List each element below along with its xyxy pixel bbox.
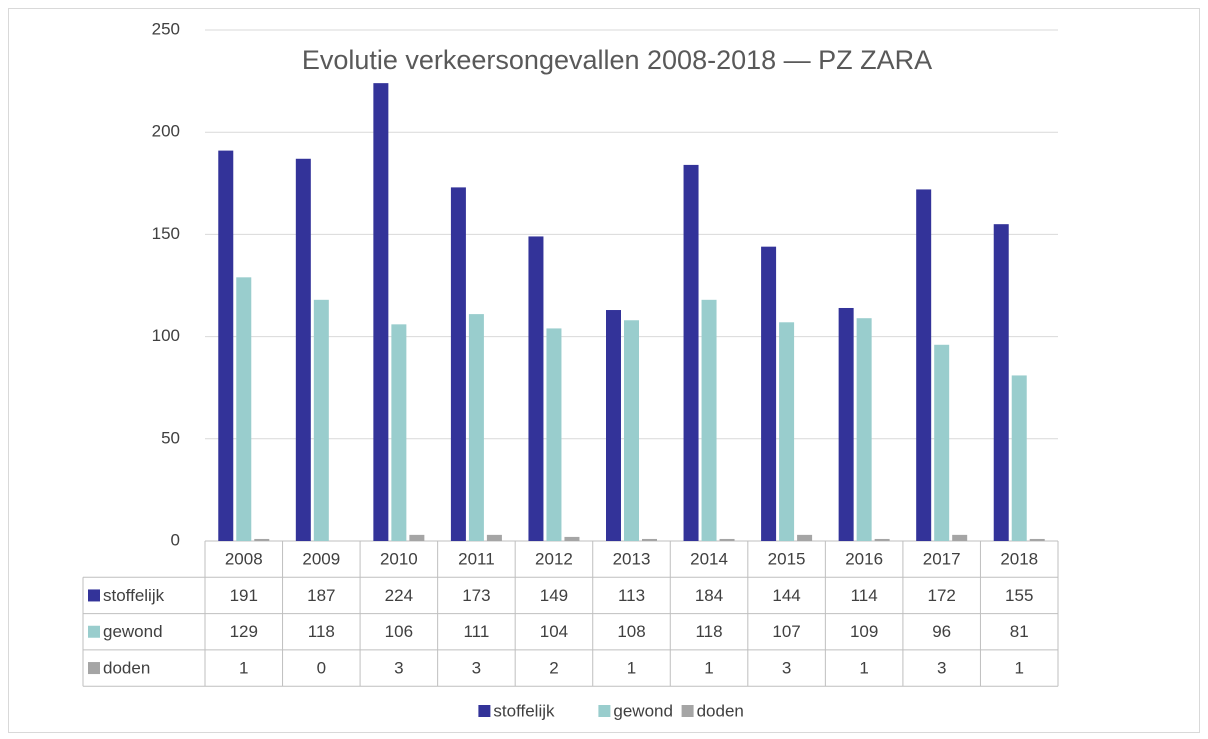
table-value: 3 xyxy=(782,659,791,678)
table-value: 1 xyxy=(704,659,713,678)
table-value: 3 xyxy=(937,659,946,678)
table-value: 0 xyxy=(317,659,326,678)
table-legend-key xyxy=(88,625,100,638)
table-value: 113 xyxy=(618,586,645,605)
table-row-label: stoffelijk xyxy=(103,586,165,605)
y-tick-label: 150 xyxy=(152,224,180,243)
table-value: 106 xyxy=(385,622,413,641)
table-value: 1 xyxy=(239,659,248,678)
bar xyxy=(761,246,777,541)
legend-label: stoffelijk xyxy=(493,701,555,720)
bar xyxy=(683,164,699,542)
x-tick-label: 2017 xyxy=(923,550,961,569)
x-tick-label: 2009 xyxy=(302,550,340,569)
y-tick-label: 200 xyxy=(152,122,180,141)
table-value: 111 xyxy=(463,622,489,641)
bar xyxy=(218,150,234,541)
legend-key xyxy=(478,705,491,717)
bar xyxy=(952,534,968,541)
bar xyxy=(313,299,329,541)
table-value: 173 xyxy=(462,586,490,605)
legend-key xyxy=(598,705,611,717)
bar xyxy=(450,187,466,541)
table-value: 118 xyxy=(695,622,722,641)
x-tick-label: 2016 xyxy=(845,550,883,569)
table-value: 3 xyxy=(472,659,481,678)
bar xyxy=(797,534,813,541)
x-tick-label: 2018 xyxy=(1000,550,1038,569)
table-legend-key xyxy=(88,589,100,602)
chart-title: Evolutie verkeersongevallen 2008-2018 — … xyxy=(302,45,932,75)
bar xyxy=(916,189,932,541)
table-value: 96 xyxy=(932,622,951,641)
bar xyxy=(564,536,580,541)
table-value: 114 xyxy=(851,586,878,605)
x-tick-label: 2010 xyxy=(380,550,418,569)
bar xyxy=(1029,538,1045,541)
table-value: 107 xyxy=(772,622,800,641)
table-row-label: gewond xyxy=(103,622,163,641)
table-value: 144 xyxy=(772,586,800,605)
bar xyxy=(236,277,252,541)
table-row-label: doden xyxy=(103,659,150,678)
x-tick-label: 2015 xyxy=(768,550,806,569)
x-tick-label: 2008 xyxy=(225,550,263,569)
bar xyxy=(779,322,795,541)
bar xyxy=(546,328,562,541)
bar xyxy=(874,538,890,541)
bar xyxy=(701,299,717,541)
legend-label: gewond xyxy=(613,701,673,720)
table-value: 187 xyxy=(307,586,335,605)
x-tick-label: 2013 xyxy=(613,550,651,569)
legend-key xyxy=(681,705,694,717)
table-value: 81 xyxy=(1010,622,1029,641)
x-tick-label: 2014 xyxy=(690,550,728,569)
table-value: 1 xyxy=(1014,659,1023,678)
table-value: 1 xyxy=(859,659,868,678)
table-value: 1 xyxy=(627,659,636,678)
bar xyxy=(838,307,854,541)
bar xyxy=(1011,375,1027,541)
table-value: 2 xyxy=(549,659,558,678)
table-value: 191 xyxy=(230,586,258,605)
table-value: 118 xyxy=(308,622,335,641)
x-tick-label: 2011 xyxy=(458,550,495,569)
bar xyxy=(373,83,389,542)
bar xyxy=(254,538,270,541)
bar xyxy=(486,534,502,541)
table-value: 104 xyxy=(540,622,568,641)
x-tick-label: 2012 xyxy=(535,550,573,569)
table-value: 108 xyxy=(617,622,645,641)
y-tick-label: 100 xyxy=(152,326,180,345)
table-value: 129 xyxy=(230,622,258,641)
bar xyxy=(528,236,544,541)
bar xyxy=(642,538,657,541)
y-tick-label: 250 xyxy=(152,19,180,38)
bar xyxy=(934,344,950,541)
bar xyxy=(468,314,484,541)
bar xyxy=(295,158,311,541)
bar xyxy=(856,318,872,541)
table-value: 184 xyxy=(695,586,723,605)
table-value: 3 xyxy=(394,659,403,678)
bar xyxy=(391,324,407,541)
table-value: 172 xyxy=(927,586,955,605)
y-tick-label: 50 xyxy=(161,428,180,447)
legend-label: doden xyxy=(697,701,744,720)
bar xyxy=(409,534,425,541)
bar xyxy=(606,310,621,541)
bar xyxy=(993,224,1009,541)
table-value: 149 xyxy=(540,586,568,605)
table-value: 155 xyxy=(1005,586,1033,605)
y-tick-label: 0 xyxy=(171,530,180,549)
bar xyxy=(624,320,639,541)
table-value: 109 xyxy=(850,622,878,641)
bar xyxy=(719,538,735,541)
table-legend-key xyxy=(88,662,100,675)
table-value: 224 xyxy=(385,586,413,605)
